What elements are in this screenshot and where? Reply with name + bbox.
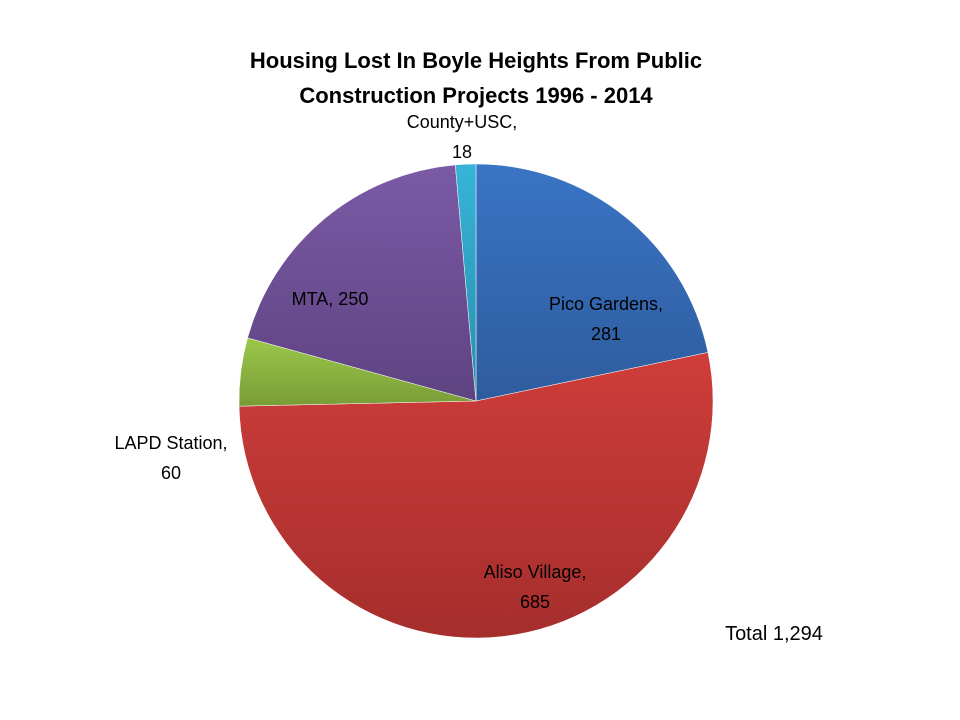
- slice-label-line: Aliso Village,: [484, 562, 587, 582]
- slice-label-line: Pico Gardens,: [549, 294, 663, 314]
- pie-slice-mta: [247, 164, 477, 402]
- slice-label-line: 18: [452, 142, 472, 162]
- slice-label-mta: MTA, 250: [292, 289, 369, 309]
- slice-label-lapd-station: LAPD Station, 60: [114, 433, 227, 483]
- pie-slice-pico-gardens: [475, 163, 709, 402]
- slice-label-aliso-village: Aliso Village, 685: [484, 562, 587, 612]
- slice-label-line: 685: [520, 592, 550, 612]
- chart-title: Housing Lost In Boyle Heights From Publi…: [250, 48, 702, 108]
- chart-title-line-1: Housing Lost In Boyle Heights From Publi…: [250, 48, 702, 73]
- total-annotation: Total 1,294: [725, 623, 823, 645]
- slice-label-line: 60: [161, 463, 181, 483]
- pie-slice-aliso-village: [238, 352, 714, 639]
- slice-label-line: LAPD Station,: [114, 433, 227, 453]
- slice-label-line: County+USC,: [407, 112, 518, 132]
- slice-label-line: MTA, 250: [292, 289, 369, 309]
- slice-labels: Pico Gardens, 281 Aliso Village, 685 LAPD St…: [114, 112, 663, 612]
- pie-slice-county-usc: [455, 163, 477, 402]
- slice-label-pico-gardens: Pico Gardens, 281: [549, 294, 663, 344]
- chart-title-line-2: Construction Projects 1996 - 2014: [299, 83, 653, 108]
- pie-slices: [238, 163, 714, 639]
- slice-label-county-usc: County+USC, 18: [407, 112, 518, 162]
- slice-label-line: 281: [591, 324, 621, 344]
